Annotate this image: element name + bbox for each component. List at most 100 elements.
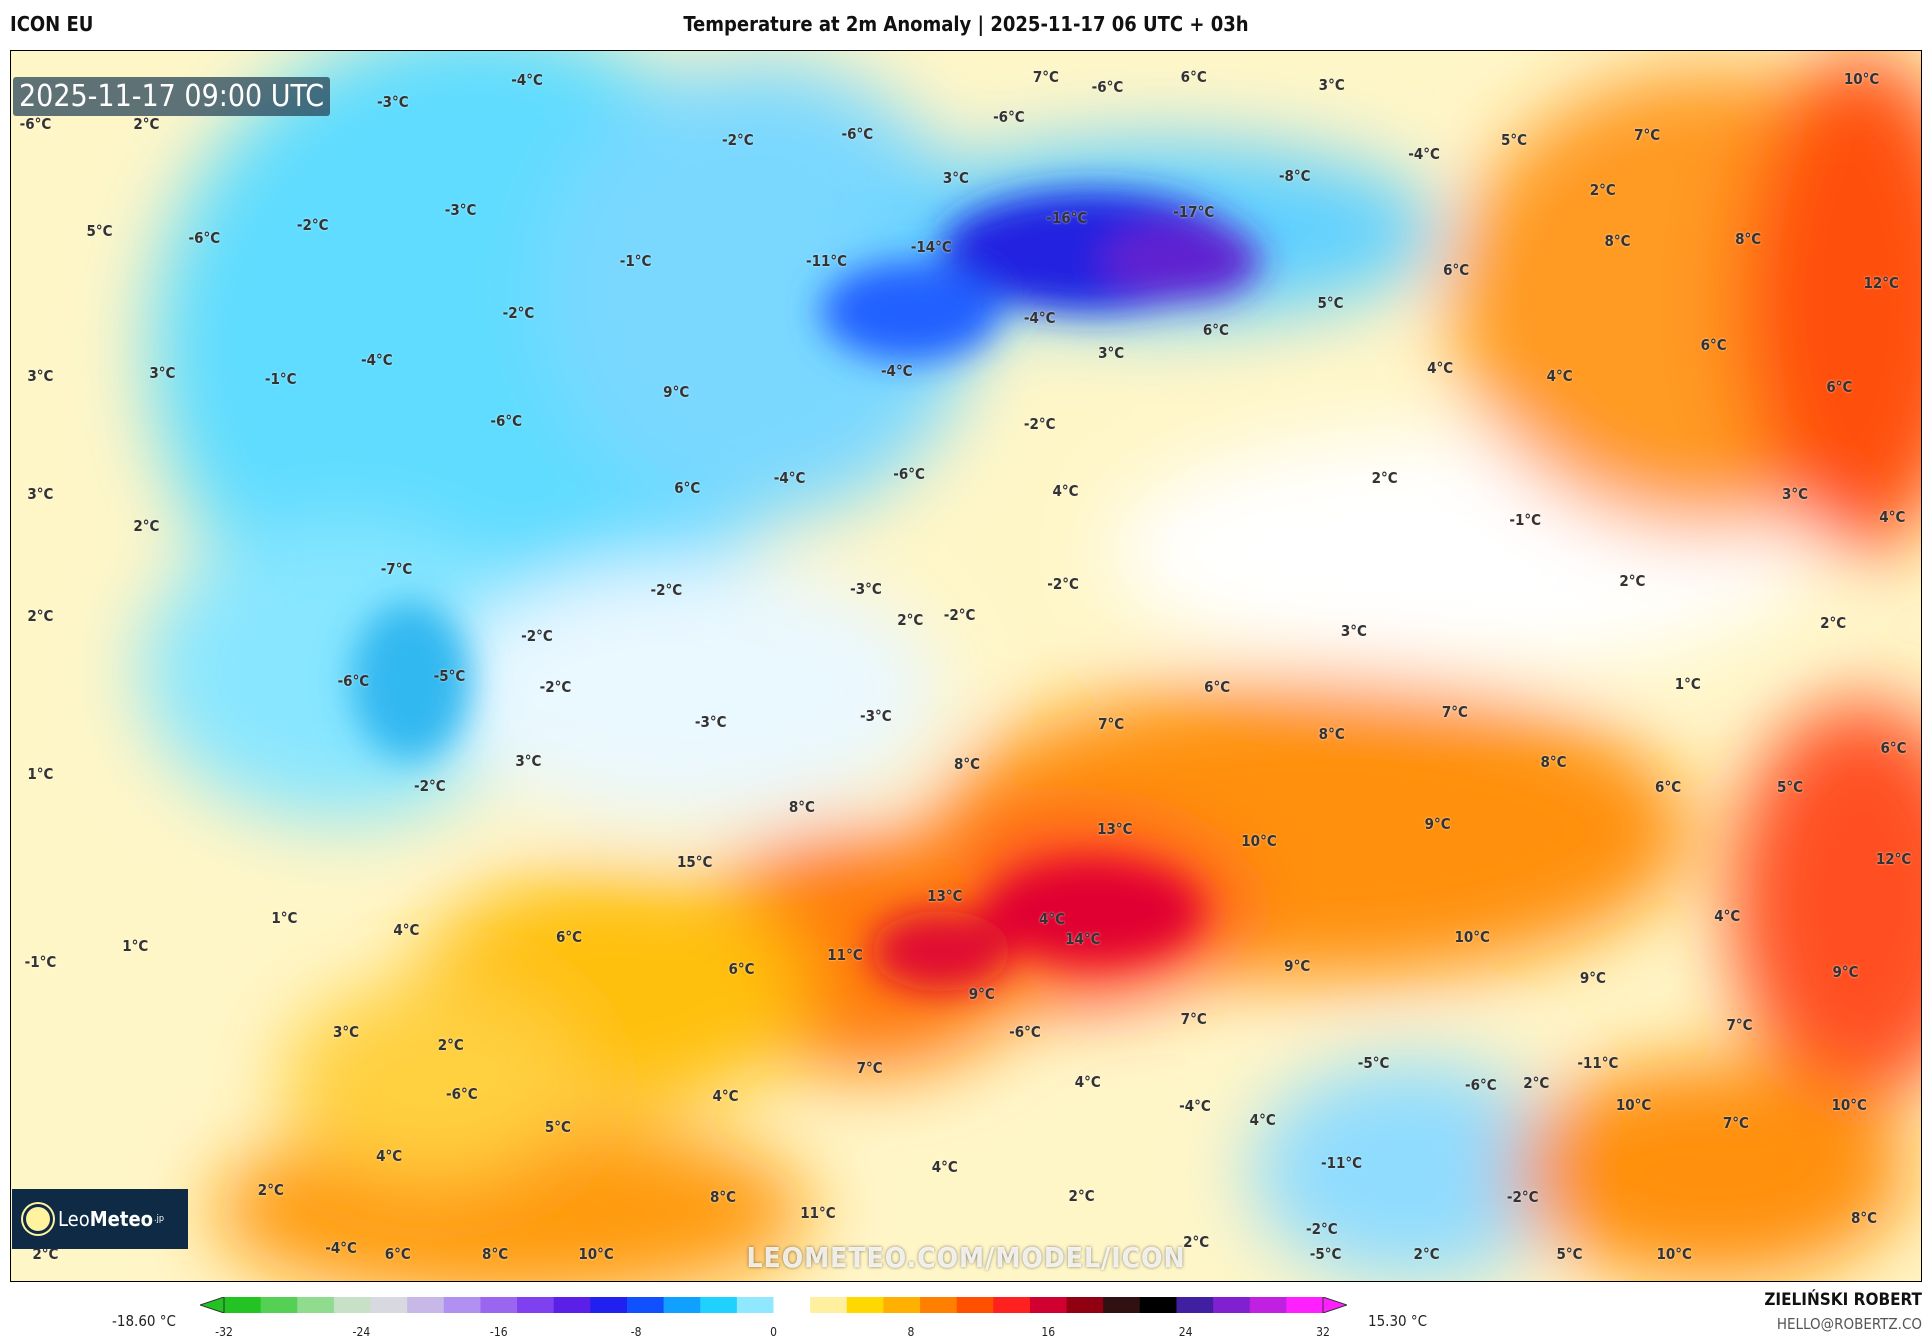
colorbar-bin [773, 1297, 811, 1313]
colorbar-tick-label: 16 [1041, 1325, 1056, 1339]
temperature-label: 1°C [27, 764, 54, 783]
temperature-label: 10°C [1831, 1096, 1867, 1114]
temperature-label: 3°C [27, 484, 54, 503]
temperature-label: -2°C [413, 776, 446, 795]
temperature-label: -3°C [850, 579, 882, 598]
author-credit: ZIELIŃSKI ROBERT [1764, 1290, 1922, 1310]
temperature-label: 9°C [1832, 962, 1859, 981]
temperature-label: 9°C [663, 382, 690, 401]
temperature-label: 4°C [1249, 1110, 1276, 1129]
temperature-label: -2°C [502, 303, 535, 322]
logo-text-meteo: Meteo [89, 1207, 154, 1231]
temperature-label: 5°C [86, 222, 113, 241]
colorbar-bin [224, 1297, 262, 1313]
colorbar-bin [297, 1297, 335, 1313]
temperature-label: -2°C [539, 678, 572, 697]
temperature-label: 6°C [1655, 778, 1682, 797]
temperature-label: 8°C [710, 1188, 737, 1207]
colorbar-tick-label: 32 [1316, 1325, 1330, 1339]
colorbar-bin [1286, 1297, 1324, 1313]
temperature-label: -6°C [1091, 78, 1124, 97]
colorbar-bin [663, 1297, 701, 1313]
temperature-label: 4°C [1879, 508, 1906, 527]
colorbar-bin [993, 1297, 1031, 1313]
temperature-label: 3°C [1318, 75, 1345, 94]
temperature-label: -4°C [360, 350, 393, 369]
colorbar-bin [1176, 1297, 1214, 1313]
colorbar-tick-label: 0 [770, 1325, 777, 1339]
temperature-label: 13°C [1097, 820, 1133, 838]
colorbar-tick-label: 8 [907, 1325, 915, 1339]
temperature-label: -3°C [694, 712, 727, 731]
temperature-label: -6°C [19, 115, 52, 134]
temperature-label: 11°C [827, 945, 863, 964]
temperature-label: 7°C [1098, 715, 1125, 734]
temperature-label: -4°C [1179, 1097, 1211, 1116]
colorbar-bin [1213, 1297, 1251, 1313]
temperature-label: -1°C [619, 251, 652, 270]
temperature-label: 7°C [1726, 1015, 1753, 1034]
temperature-label: 6°C [1826, 377, 1853, 396]
temperature-label: 1°C [1674, 674, 1701, 693]
temperature-label: -4°C [880, 361, 913, 380]
temperature-label: 9°C [968, 985, 995, 1004]
temperature-label: 2°C [27, 606, 54, 625]
temperature-label: 2°C [133, 115, 160, 134]
colorbar-tick-label: 24 [1178, 1325, 1193, 1339]
temperature-label: 2°C [1523, 1073, 1550, 1092]
colorbar-max-label: 15.30 °C [1368, 1312, 1428, 1330]
temperature-label: 7°C [1722, 1114, 1749, 1133]
temperature-label: 9°C [1284, 956, 1311, 975]
temperature-label: -5°C [1309, 1245, 1342, 1264]
temperature-label: 2°C [1589, 180, 1616, 199]
temperature-label: 3°C [1340, 621, 1367, 640]
temperature-label: 2°C [133, 516, 160, 535]
temperature-label: -17°C [1173, 202, 1215, 221]
map-field [11, 51, 1921, 1281]
colorbar-bin [956, 1297, 994, 1313]
temperature-label: 2°C [1068, 1187, 1095, 1206]
colorbar-bin [920, 1297, 958, 1313]
valid-time-badge: 2025-11-17 09:00 UTC [13, 77, 331, 116]
temperature-label: 6°C [1700, 335, 1727, 354]
temperature-label: -2°C [721, 131, 754, 150]
temperature-label: -11°C [1321, 1153, 1363, 1172]
temperature-label: -2°C [650, 580, 683, 599]
colorbar-bin [407, 1297, 445, 1313]
temperature-label: -3°C [376, 93, 409, 112]
temperature-label: -3°C [859, 706, 892, 725]
temperature-label: 8°C [1604, 232, 1631, 251]
colorbar-bin [517, 1297, 555, 1313]
temperature-label: 6°C [674, 478, 701, 497]
colorbar-bin [1249, 1297, 1287, 1313]
temperature-label: 8°C [788, 797, 815, 816]
temperature-label: -6°C [993, 107, 1025, 126]
colorbar-min-label: -18.60 °C [112, 1312, 176, 1330]
colorbar-tick-label: -32 [215, 1325, 233, 1339]
temperature-label: -1°C [264, 370, 297, 389]
colorbar-bin [370, 1297, 408, 1313]
temperature-label: 4°C [1052, 482, 1079, 501]
temperature-label: -2°C [521, 626, 553, 645]
temperature-label: 8°C [1735, 229, 1762, 248]
temperature-label: 2°C [1820, 614, 1847, 633]
temperature-label: 6°C [555, 928, 583, 947]
temperature-label: -4°C [773, 468, 806, 487]
temperature-label: 7°C [1032, 68, 1059, 87]
colorbar [200, 1297, 1347, 1313]
colorbar-bin [1029, 1297, 1068, 1313]
colorbar-bin [443, 1297, 482, 1313]
model-name: ICON EU [10, 12, 94, 36]
temperature-label: -6°C [188, 228, 221, 247]
temperature-label: 8°C [1540, 753, 1567, 772]
temperature-label: 8°C [482, 1245, 509, 1264]
temperature-label: -3°C [444, 201, 477, 220]
temperature-anomaly-map: -6°C 2°C -3°C -4°C 7°C -6°C 6°C 3°C 10°C -2°C -6°C… [10, 50, 1922, 1282]
temperature-label: 2°C [1413, 1245, 1440, 1264]
temperature-label: 15°C [676, 853, 713, 872]
colorbar-bin [810, 1297, 848, 1313]
temperature-label: 8°C [1850, 1209, 1878, 1228]
author-email: HELLO@ROBERTZ.CO [1776, 1315, 1922, 1333]
temperature-label: -11°C [1577, 1054, 1619, 1073]
temperature-label: 12°C [1863, 274, 1899, 293]
